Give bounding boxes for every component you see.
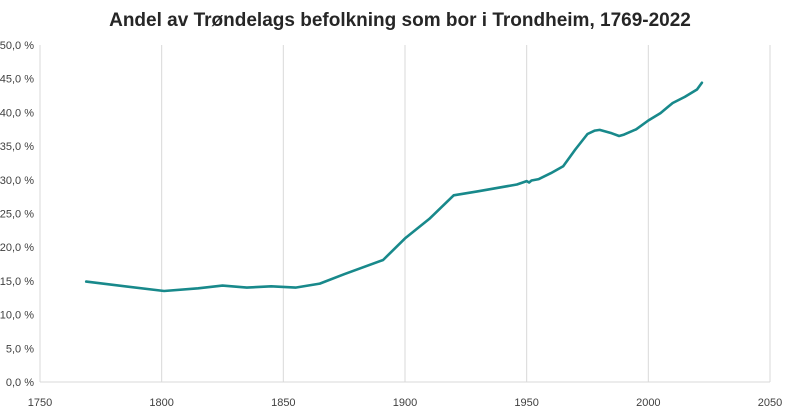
data-point [343,273,346,276]
x-tick-label: 2050 [758,397,782,409]
data-point [683,95,686,98]
data-point [294,286,297,289]
data-point [623,133,625,136]
data-point [221,284,224,287]
data-point [163,290,166,292]
data-point [671,102,674,104]
data-point [528,181,530,184]
y-tick-label: 5,0 % [6,343,34,355]
y-tick-label: 25,0 % [0,209,34,221]
x-tick-label: 1950 [514,397,538,409]
data-point [477,190,479,193]
data-point [618,135,621,137]
data-point [666,106,669,108]
series-line [84,81,704,293]
x-tick-label: 1900 [393,397,417,409]
data-point [404,237,406,240]
y-tick-label: 30,0 % [0,175,34,187]
data-point [516,183,518,186]
data-point [696,88,698,91]
chart-title: Andel av Trøndelags befolkning som bor i… [109,10,691,31]
y-tick-label: 20,0 % [0,242,34,254]
y-tick-label: 0,0 % [6,377,34,389]
data-point [550,172,552,174]
data-point [245,286,248,289]
data-point [530,179,533,182]
x-tick-label: 2000 [636,397,660,409]
y-tick-label: 35,0 % [0,141,34,153]
data-point [197,287,200,290]
data-point [586,133,589,135]
data-point [452,194,455,197]
x-tick-label: 1800 [149,397,173,409]
x-tick-label: 1750 [28,397,52,409]
data-point [428,217,431,220]
x-tick-label: 1850 [271,397,295,409]
data-point [598,129,601,131]
data-point [562,165,565,168]
data-point [318,282,321,285]
data-point [537,178,540,181]
y-tick-label: 15,0 % [0,276,34,288]
data-point [635,128,638,131]
data-point [647,119,650,122]
y-tick-label: 45,0 % [0,74,34,86]
y-tick-label: 10,0 % [0,310,34,322]
data-point [525,180,528,183]
data-point [270,285,273,288]
data-point [659,112,662,114]
data-point [700,81,703,84]
data-point [593,129,596,132]
data-point [85,280,88,283]
y-tick-label: 40,0 % [0,107,34,119]
y-tick-label: 50,0 % [0,40,34,52]
data-point [382,259,384,261]
data-point [574,148,577,151]
data-point [610,132,613,135]
